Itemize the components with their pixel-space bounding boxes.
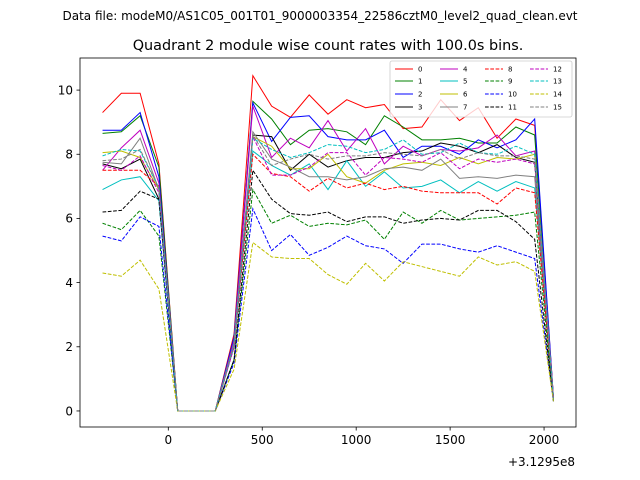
- y-tick-label: 8: [65, 148, 73, 162]
- x-tick-label: 1000: [341, 433, 372, 447]
- y-tick-label: 4: [65, 276, 73, 290]
- legend-label-0: 0: [418, 66, 422, 74]
- legend-label-9: 9: [508, 78, 512, 86]
- legend-label-6: 6: [463, 91, 468, 99]
- datafile-caption: Data file: modeM0/AS1C05_001T01_90000033…: [62, 9, 577, 23]
- legend-label-15: 15: [553, 104, 562, 112]
- legend-label-12: 12: [553, 66, 562, 74]
- x-tick-label: 1500: [435, 433, 466, 447]
- x-tick-label: 500: [251, 433, 274, 447]
- axes-frame: [79, 57, 577, 428]
- series-line-15: [102, 133, 554, 412]
- chart-title: Quadrant 2 module wise count rates with …: [133, 38, 524, 54]
- legend-label-4: 4: [463, 66, 468, 74]
- y-tick-label: 6: [65, 212, 73, 226]
- y-tick-label: 10: [58, 83, 73, 97]
- x-tick-label: 2000: [529, 433, 560, 447]
- x-axis: 0 500 1000 1500 2000: [164, 427, 559, 447]
- legend-label-2: 2: [418, 91, 422, 99]
- legend-label-7: 7: [463, 104, 467, 112]
- legend-label-13: 13: [553, 78, 562, 86]
- y-axis: 0 2 4 6 8 10: [58, 83, 80, 418]
- legend-label-10: 10: [508, 91, 517, 99]
- series-line-14: [102, 241, 554, 412]
- x-tick-label: 0: [164, 433, 172, 447]
- x-offset-label: +3.1295e8: [508, 455, 575, 469]
- legend-label-5: 5: [463, 78, 467, 86]
- legend-label-3: 3: [418, 104, 422, 112]
- legend-label-11: 11: [508, 104, 517, 112]
- legend-label-1: 1: [418, 78, 422, 86]
- legend-label-14: 14: [553, 91, 562, 99]
- legend-frame: [389, 60, 573, 118]
- y-tick-label: 2: [65, 340, 73, 354]
- y-tick-label: 0: [65, 404, 73, 418]
- legend-label-8: 8: [508, 66, 512, 74]
- series-layer: [102, 74, 554, 412]
